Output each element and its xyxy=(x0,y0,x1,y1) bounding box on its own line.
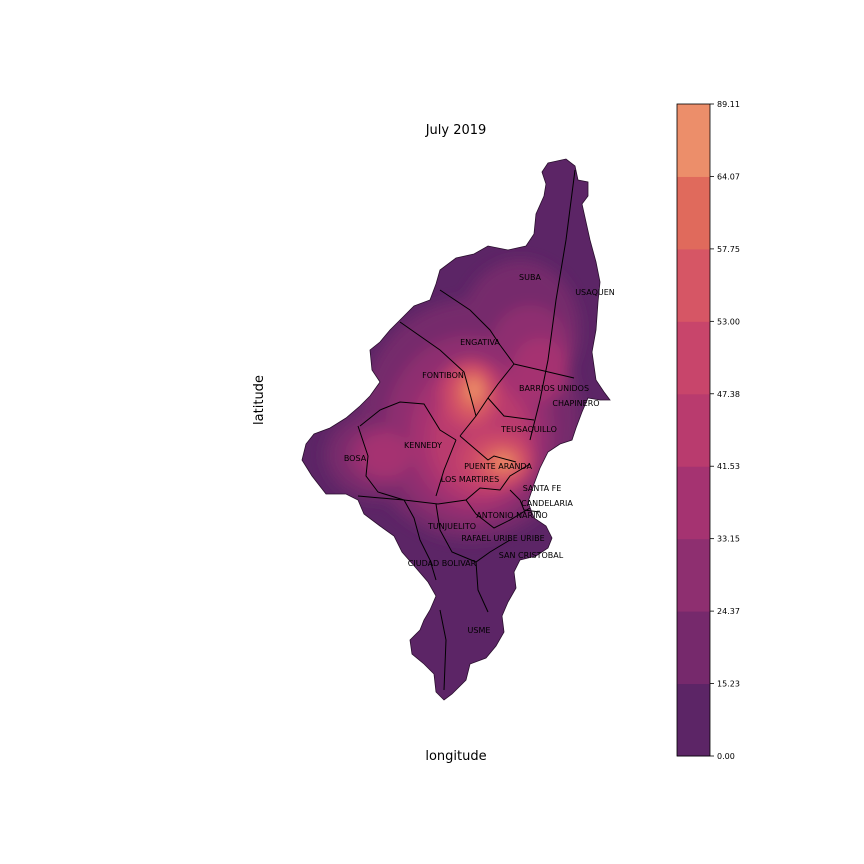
colorbar-band-8 xyxy=(677,104,710,177)
boundary-barrios-unidos xyxy=(513,363,575,379)
heat-level-8b xyxy=(495,455,513,469)
boundary-south-central xyxy=(357,463,531,505)
colorbar-tick-label-4: 41.53 xyxy=(717,462,740,471)
colorbar-tick-label-9: 89.11 xyxy=(717,100,740,109)
colorbar-band-5 xyxy=(677,321,710,395)
label-barrios-unidos: BARRIOS UNIDOS xyxy=(519,384,589,393)
label-kennedy: KENNEDY xyxy=(404,441,442,450)
colorbar-tick-label-8: 64.07 xyxy=(717,172,740,181)
colorbar-band-2 xyxy=(677,538,710,612)
boundary-bosa xyxy=(357,425,405,501)
label-rafael-uribe: RAFAEL URIBE URIBE xyxy=(461,534,544,543)
heatmap-area xyxy=(302,159,610,700)
boundary-engativa-fontibon xyxy=(399,321,477,417)
label-usaquen: USAQUEN xyxy=(575,288,615,297)
heat-level-3b xyxy=(359,433,411,477)
boundary-ciudad-bolivar-south xyxy=(439,609,447,691)
label-bosa: BOSA xyxy=(344,454,367,463)
colorbar: 0.00 15.23 24.37 33.15 41.53 47.38 53.00 57.75 6… xyxy=(676,100,740,761)
boundary-kennedy-north xyxy=(359,401,457,441)
label-santa-fe: SANTA FE xyxy=(523,484,562,493)
colorbar-band-6 xyxy=(677,248,710,322)
boundary-usme xyxy=(475,561,489,613)
colorbar-tick-label-3: 33.15 xyxy=(717,535,740,544)
colorbar-band-4 xyxy=(677,393,710,467)
y-axis-label: latitude xyxy=(252,375,267,425)
label-suba: SUBA xyxy=(519,273,541,282)
colorbar-tick-label-5: 47.38 xyxy=(717,390,740,399)
colorbar-band-1 xyxy=(677,611,710,685)
label-ciudad-bolivar: CIUDAD BOLIVAR xyxy=(408,559,477,568)
colorbar-tick-label-6: 53.00 xyxy=(717,317,740,326)
label-chapinero: CHAPINERO xyxy=(552,399,599,408)
boundary-santa-fe xyxy=(509,489,541,513)
label-usme: USME xyxy=(468,626,491,635)
locality-labels: SUBA USAQUEN ENGATIVA FONTIBON BARRIOS U… xyxy=(344,273,615,635)
label-tunjuelito: TUNJUELITO xyxy=(427,522,476,531)
colorbar-tick-label-1: 15.23 xyxy=(717,680,740,689)
label-san-cristobal: SAN CRISTOBAL xyxy=(499,551,564,560)
colorbar-band-7 xyxy=(677,176,710,250)
x-axis-label: longitude xyxy=(425,749,486,764)
boundary-antonio-narino xyxy=(465,499,531,529)
colorbar-tick-label-2: 24.37 xyxy=(717,607,740,616)
heat-contours xyxy=(325,260,580,540)
boundary-rafael-uribe xyxy=(435,503,511,563)
colorbar-tick-label-7: 57.75 xyxy=(717,245,740,254)
label-antonio-narino: ANTONIO NARIÑO xyxy=(476,510,547,520)
boundary-puente-aranda xyxy=(459,435,517,463)
locality-boundaries xyxy=(357,169,576,691)
boundary-suba-engativa xyxy=(439,289,515,365)
label-engativa: ENGATIVA xyxy=(460,338,500,347)
map-title: July 2019 xyxy=(425,123,487,138)
label-teusaquillo: TEUSAQUILLO xyxy=(500,425,557,434)
boundary-teusaquillo xyxy=(487,397,535,421)
label-puente-aranda: PUENTE ARANDA xyxy=(464,462,532,471)
colorbar-tick-label-0: 0.00 xyxy=(717,752,735,761)
city-outline xyxy=(301,158,611,701)
label-los-martires: LOS MARTIRES xyxy=(441,475,499,484)
label-candelaria: CANDELARIA xyxy=(521,499,573,508)
colorbar-band-3 xyxy=(677,466,710,540)
colorbar-frame xyxy=(676,103,711,757)
boundary-tunjuelito-west xyxy=(403,499,437,581)
boundary-kennedy-east xyxy=(435,439,457,497)
colorbar-band-0 xyxy=(677,683,710,757)
boundary-usaquen xyxy=(529,169,576,441)
label-fontibon: FONTIBON xyxy=(422,371,464,380)
